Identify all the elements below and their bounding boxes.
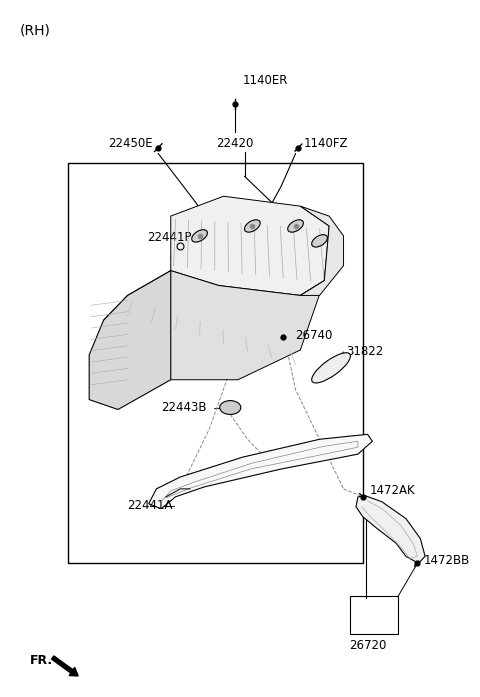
Ellipse shape [288, 220, 303, 232]
Bar [68, 164, 363, 563]
Polygon shape [171, 197, 329, 296]
Ellipse shape [244, 220, 260, 232]
Ellipse shape [312, 353, 350, 383]
Text: 1140FZ: 1140FZ [303, 137, 348, 150]
Ellipse shape [192, 230, 207, 242]
Text: 1472AK: 1472AK [370, 484, 415, 498]
Text: FR.: FR. [30, 654, 53, 667]
Text: 26740: 26740 [296, 328, 333, 342]
Text: 22450E: 22450E [108, 137, 153, 150]
Text: 22443B: 22443B [161, 401, 207, 414]
Polygon shape [89, 270, 171, 410]
Text: 22420: 22420 [216, 137, 253, 150]
Text: 22441P: 22441P [147, 231, 191, 245]
Polygon shape [149, 434, 372, 509]
Text: 26720: 26720 [349, 639, 386, 652]
Text: 31822: 31822 [347, 346, 384, 358]
Bar [350, 596, 398, 634]
Ellipse shape [312, 235, 327, 247]
Text: 22441A: 22441A [128, 499, 173, 512]
FancyArrow shape [51, 656, 78, 676]
Text: (RH): (RH) [20, 24, 51, 38]
Polygon shape [300, 206, 344, 296]
Text: 1472BB: 1472BB [423, 554, 469, 567]
Polygon shape [356, 496, 425, 563]
Ellipse shape [220, 401, 241, 415]
Polygon shape [104, 270, 324, 380]
Text: 1140ER: 1140ER [243, 74, 288, 86]
